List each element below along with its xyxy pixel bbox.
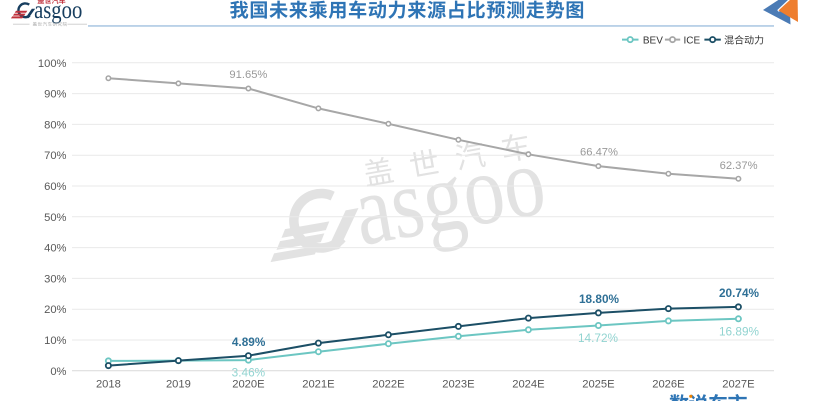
svg-text:2019: 2019 — [166, 379, 191, 391]
svg-text:62.37%: 62.37% — [720, 160, 758, 172]
svg-text:18.80%: 18.80% — [579, 292, 620, 306]
svg-text:2020E: 2020E — [232, 379, 264, 391]
svg-text:90%: 90% — [44, 89, 66, 101]
svg-text:20.74%: 20.74% — [719, 286, 760, 300]
svg-text:50%: 50% — [44, 212, 66, 224]
svg-text:60%: 60% — [44, 181, 66, 193]
svg-text:ICE: ICE — [684, 35, 701, 46]
svg-text:2022E: 2022E — [372, 379, 404, 391]
svg-text:asgoo: asgoo — [34, 0, 82, 24]
svg-text:16.89%: 16.89% — [719, 325, 760, 339]
svg-text:40%: 40% — [44, 243, 66, 255]
svg-text:2025E: 2025E — [582, 379, 614, 391]
svg-text:2023E: 2023E — [442, 379, 474, 391]
svg-text:70%: 70% — [44, 150, 66, 162]
svg-text:100%: 100% — [38, 58, 67, 70]
svg-text:10%: 10% — [44, 335, 66, 347]
svg-text:4.89%: 4.89% — [232, 335, 266, 349]
svg-text:30%: 30% — [44, 273, 66, 285]
svg-text:14.72%: 14.72% — [578, 331, 619, 345]
svg-text:2026E: 2026E — [652, 379, 684, 391]
svg-text:66.47%: 66.47% — [580, 146, 618, 158]
svg-text:2021E: 2021E — [302, 379, 334, 391]
svg-text:2027E: 2027E — [722, 379, 754, 391]
svg-text:0%: 0% — [50, 366, 66, 378]
svg-text:91.65%: 91.65% — [229, 69, 267, 81]
svg-text:3.46%: 3.46% — [232, 366, 266, 380]
svg-text:20%: 20% — [44, 304, 66, 316]
svg-text:80%: 80% — [44, 119, 66, 131]
svg-text:2018: 2018 — [96, 379, 121, 391]
svg-text:BEV: BEV — [643, 35, 663, 46]
svg-text:2024E: 2024E — [512, 379, 544, 391]
